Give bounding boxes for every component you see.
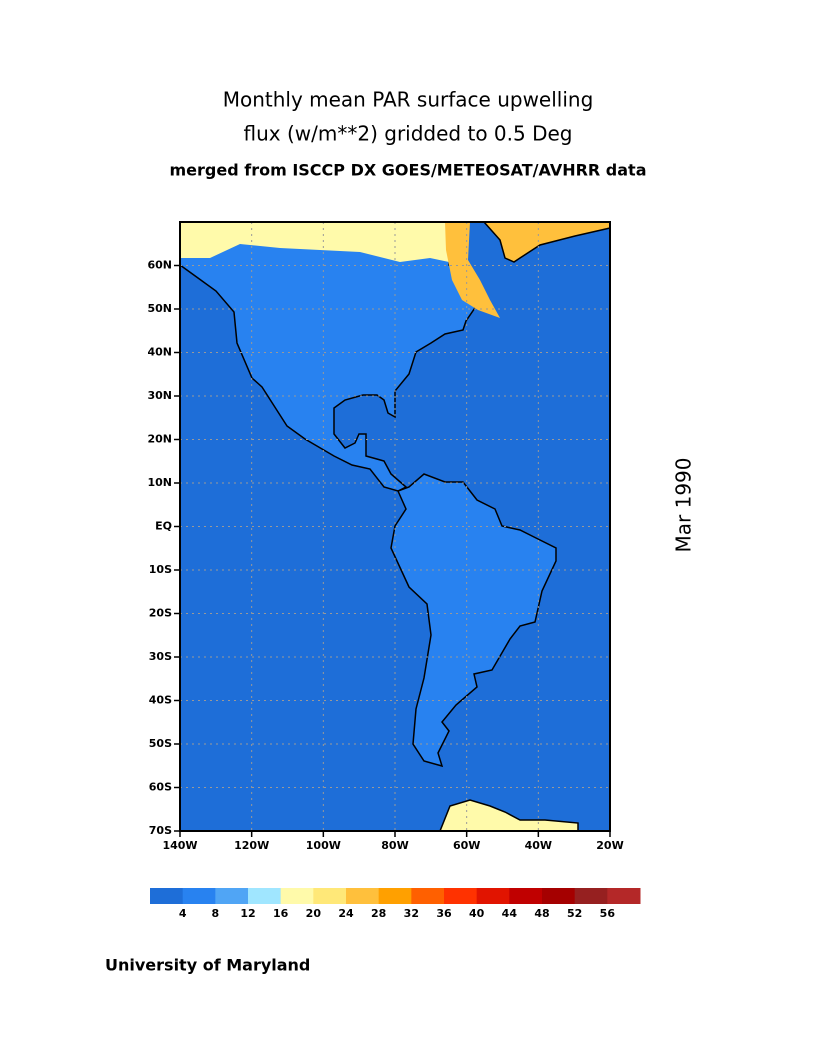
- south-america: [390, 473, 557, 768]
- antarctica: [438, 799, 579, 832]
- title-line: Monthly mean PAR surface upwelling: [223, 88, 594, 112]
- labrador-bright: [445, 222, 500, 318]
- colorbar-label: 16: [273, 907, 289, 920]
- north-america: [179, 221, 482, 492]
- colorbar-box: [542, 888, 576, 904]
- y-tick-label: 60N: [147, 259, 172, 272]
- x-tick-label: 20W: [596, 839, 623, 852]
- subtitle: merged from ISCCP DX GOES/METEOSAT/AVHRR…: [170, 161, 647, 180]
- colorbar-box: [280, 888, 314, 904]
- y-tick-label: 70S: [149, 824, 172, 837]
- x-tick-label: 60W: [453, 839, 480, 852]
- colorbar-label: 8: [212, 907, 220, 920]
- y-tick-label: 10S: [149, 563, 172, 576]
- y-tick-label: EQ: [155, 520, 172, 533]
- y-tick-label: 20N: [147, 433, 172, 446]
- footer: University of Maryland: [105, 956, 310, 975]
- colorbar-label: 48: [534, 907, 549, 920]
- colorbar-label: 44: [502, 907, 518, 920]
- colorbar-box: [182, 888, 216, 904]
- x-tick-label: 140W: [162, 839, 197, 852]
- colorbar-label: 40: [469, 907, 485, 920]
- colorbar-box: [509, 888, 543, 904]
- colorbar: 4 8 12 16 20 24 28 32 36 40 44 48 52 56: [150, 888, 641, 920]
- y-tick-label: 10N: [147, 476, 172, 489]
- y-tick-label: 30S: [149, 650, 172, 663]
- colorbar-box: [411, 888, 445, 904]
- colorbar-box: [444, 888, 478, 904]
- colorbar-box: [346, 888, 380, 904]
- colorbar-label: 24: [338, 907, 354, 920]
- canada-bright: [180, 222, 452, 262]
- colorbar-label: 52: [567, 907, 582, 920]
- colorbar-box: [248, 888, 282, 904]
- y-tick-label: 50N: [147, 302, 172, 315]
- colorbar-box: [607, 888, 641, 904]
- y-tick-label: 30N: [147, 389, 172, 402]
- y-tick-label: 40S: [149, 694, 172, 707]
- x-tick-label: 100W: [306, 839, 341, 852]
- colorbar-box: [313, 888, 347, 904]
- colorbar-label: 28: [371, 907, 386, 920]
- map-area: [179, 221, 611, 832]
- title-line: flux (w/m**2) gridded to 0.5 Deg: [244, 122, 573, 146]
- x-tick-label: 80W: [381, 839, 408, 852]
- date-label: Mar 1990: [672, 458, 696, 553]
- x-tick-label: 120W: [234, 839, 269, 852]
- colorbar-label: 32: [404, 907, 419, 920]
- map-frame: [179, 221, 611, 832]
- y-tick-label: 50S: [149, 737, 172, 750]
- colorbar-box: [574, 888, 608, 904]
- y-tick-label: 40N: [147, 346, 172, 359]
- colorbar-label: 20: [306, 907, 322, 920]
- colorbar-label: 36: [436, 907, 452, 920]
- colorbar-label: 4: [179, 907, 187, 920]
- y-tick-label: 60S: [149, 781, 172, 794]
- colorbar-box: [476, 888, 510, 904]
- colorbar-box: [215, 888, 249, 904]
- x-tick-label: 40W: [525, 839, 552, 852]
- colorbar-box: [378, 888, 412, 904]
- grid: 70S 60S 50S 40S 30S 20S 10S EQ 10N 20N 30N 40N 50N 60…: [147, 222, 624, 852]
- colorbar-label: 12: [240, 907, 255, 920]
- y-tick-label: 20S: [149, 607, 172, 620]
- colorbar-label: 56: [600, 907, 616, 920]
- colorbar-box: [150, 888, 184, 904]
